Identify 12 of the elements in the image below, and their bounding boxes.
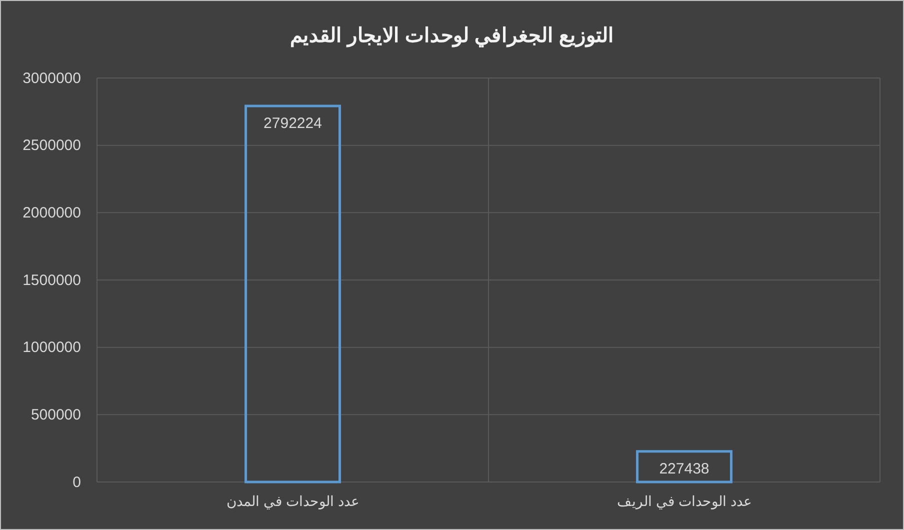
y-tick-label: 2500000	[22, 137, 81, 154]
data-label: 2792224	[264, 114, 322, 132]
x-tick-label: عدد الوحدات في الريف	[616, 492, 752, 510]
x-tick-label: عدد الوحدات في المدن	[226, 492, 360, 510]
chart-title: التوزيع الجغرافي لوحدات الايجار القديم	[290, 25, 614, 48]
y-tick-label: 2000000	[22, 204, 81, 222]
data-label: 227438	[659, 460, 710, 478]
y-tick-label: 0	[72, 474, 81, 491]
y-tick-label: 1500000	[22, 272, 81, 289]
y-tick-label: 500000	[30, 406, 81, 424]
y-tick-label: 1000000	[22, 339, 81, 356]
y-tick-label: 3000000	[22, 70, 81, 87]
